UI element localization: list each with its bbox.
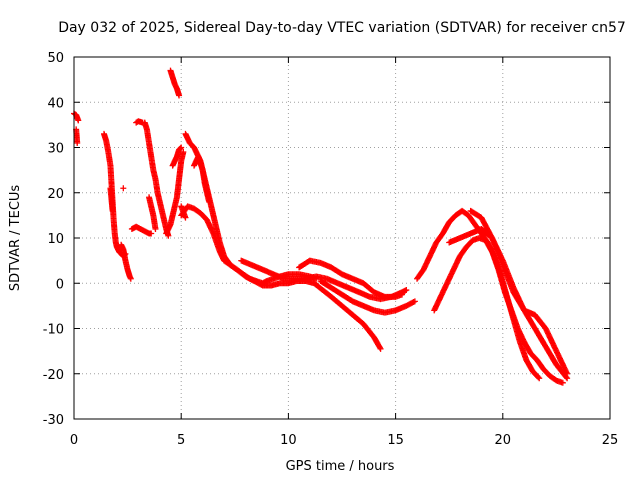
y-tick-label: 30 bbox=[47, 142, 64, 157]
data-point bbox=[564, 370, 571, 377]
series-t16 bbox=[467, 207, 571, 377]
data-point bbox=[206, 198, 213, 205]
data-point bbox=[377, 345, 384, 352]
y-tick-label: 0 bbox=[56, 277, 64, 292]
y-axis-label: SDTVAR / TECUs bbox=[8, 185, 23, 292]
x-tick-label: 20 bbox=[495, 433, 512, 448]
series-t14 bbox=[431, 235, 566, 386]
y-tick-label: -30 bbox=[43, 413, 64, 428]
y-tick-label: 10 bbox=[47, 232, 64, 247]
x-tick-label: 15 bbox=[387, 433, 404, 448]
x-axis-label: GPS time / hours bbox=[286, 459, 395, 474]
series-t12 bbox=[317, 277, 418, 316]
series-t6b bbox=[169, 144, 185, 169]
series-t3 bbox=[128, 223, 155, 237]
y-tick-label: 20 bbox=[47, 187, 64, 202]
series-t0b bbox=[73, 126, 81, 146]
series-t4b bbox=[146, 194, 159, 232]
series-t2b bbox=[120, 185, 127, 192]
data-marks bbox=[71, 67, 571, 386]
y-tick-label: -10 bbox=[43, 323, 64, 338]
data-point bbox=[148, 230, 155, 237]
y-tick-label: 50 bbox=[47, 51, 64, 66]
data-point bbox=[559, 379, 566, 386]
data-point bbox=[411, 298, 418, 305]
data-point bbox=[180, 149, 187, 156]
data-point bbox=[403, 287, 410, 294]
data-point bbox=[182, 214, 189, 221]
x-tick-label: 5 bbox=[177, 433, 185, 448]
series-t3b bbox=[133, 118, 146, 126]
data-point bbox=[176, 92, 183, 99]
x-tick-label: 0 bbox=[70, 433, 78, 448]
series-t2 bbox=[118, 241, 134, 282]
data-point bbox=[75, 117, 82, 124]
series-t13 bbox=[414, 207, 543, 382]
x-tick-label: 25 bbox=[602, 433, 619, 448]
data-point bbox=[109, 207, 116, 214]
series-t9 bbox=[191, 153, 213, 205]
data-point bbox=[399, 291, 406, 298]
x-tick-label: 10 bbox=[280, 433, 297, 448]
data-point bbox=[120, 185, 127, 192]
data-point bbox=[178, 144, 185, 151]
series-t1 bbox=[101, 130, 129, 260]
data-point bbox=[152, 225, 159, 232]
y-tick-label: 40 bbox=[47, 96, 64, 111]
series-t11 bbox=[296, 257, 406, 300]
data-point bbox=[177, 145, 184, 152]
chart-title: Day 032 of 2025, Sidereal Day-to-day VTE… bbox=[58, 20, 626, 36]
data-point bbox=[536, 375, 543, 382]
series-t5 bbox=[167, 67, 183, 99]
data-point bbox=[74, 139, 81, 146]
series-t0 bbox=[71, 110, 82, 124]
y-tick-label: -20 bbox=[43, 368, 64, 383]
series-t10 bbox=[238, 257, 410, 303]
series-t1b bbox=[107, 185, 116, 214]
data-point bbox=[535, 374, 542, 381]
axis-ticks: 0 5 10 15 20 25 50 40 30 20 10 0 -10 -20 -30 bbox=[43, 51, 619, 448]
data-point bbox=[127, 275, 134, 282]
series-t6 bbox=[163, 149, 187, 237]
series-t4 bbox=[141, 119, 172, 239]
series-t8b bbox=[178, 203, 189, 221]
